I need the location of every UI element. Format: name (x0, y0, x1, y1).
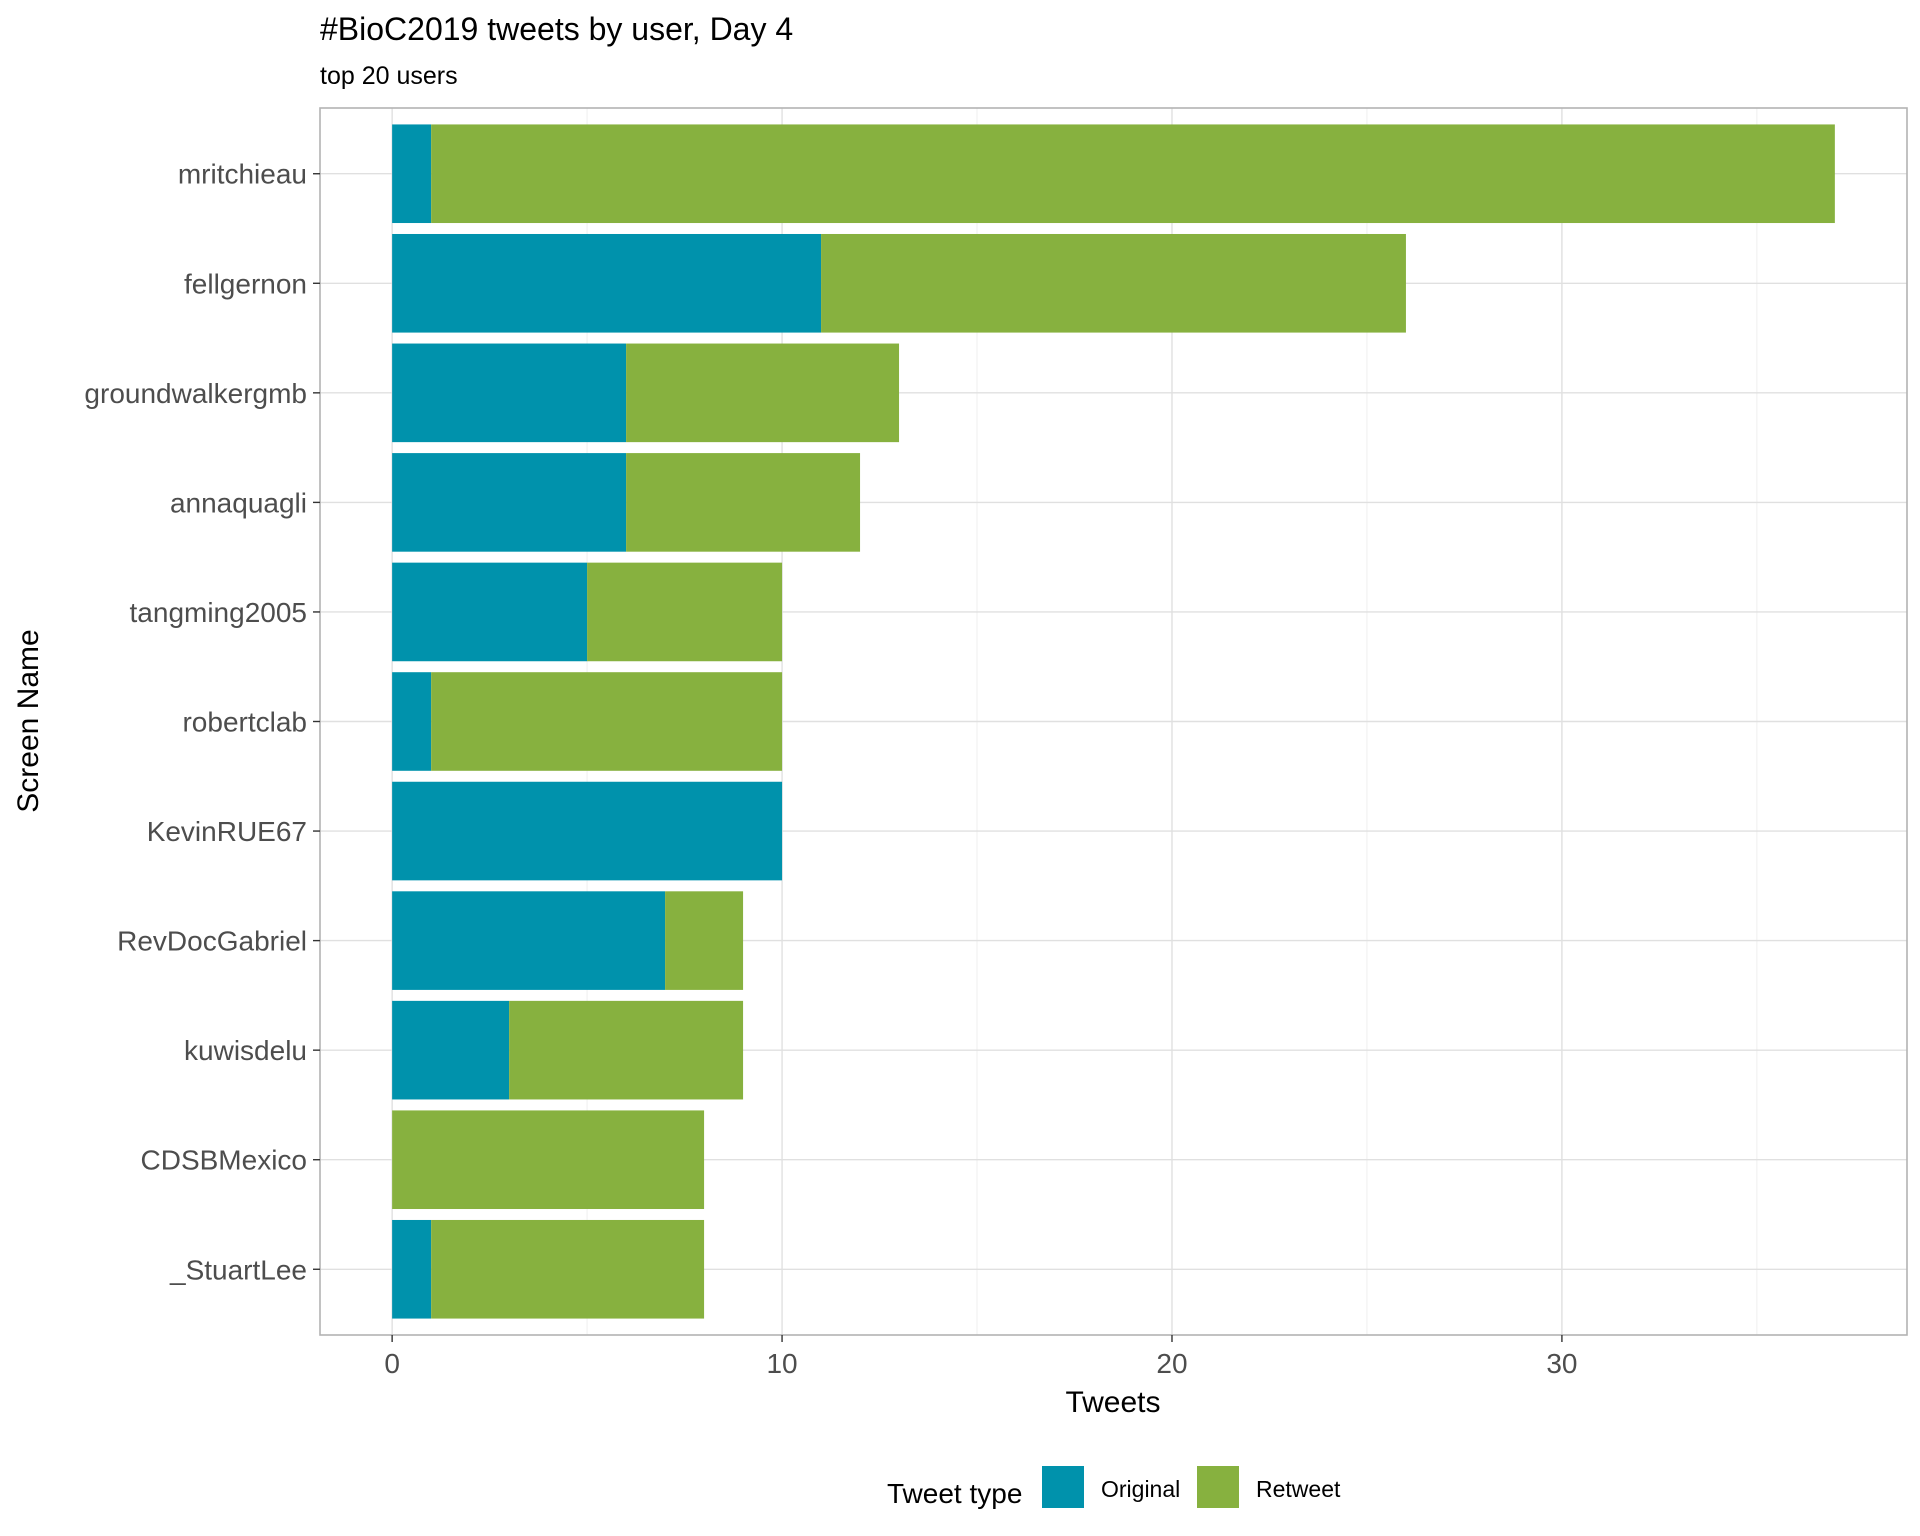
bar-original-mritchieau (392, 124, 432, 224)
y-tick-label: groundwalkergmb (84, 378, 307, 409)
bar-original-tangming2005 (392, 562, 588, 662)
x-tick-label: 0 (384, 1348, 400, 1379)
legend-label-retweet: Retweet (1256, 1476, 1341, 1502)
bar-original-kevinrue67 (392, 781, 783, 881)
bar-retweet-stuartlee (431, 1219, 705, 1319)
legend-label-original: Original (1101, 1476, 1180, 1502)
x-tick-label: 30 (1546, 1348, 1577, 1379)
bar-retweet-tangming2005 (587, 562, 783, 662)
bar-original-kuwisdelu (392, 1000, 510, 1100)
legend-swatch-retweet (1197, 1466, 1239, 1508)
legend-swatch-original (1042, 1466, 1084, 1508)
y-tick-label: CDSBMexico (141, 1145, 307, 1176)
bar-retweet-annaquagli (626, 453, 861, 552)
y-tick-label: _StuartLee (169, 1254, 307, 1285)
y-tick-label: RevDocGabriel (117, 926, 307, 957)
bar-original-fellgernon (392, 233, 822, 333)
bar-original-annaquagli (392, 453, 627, 552)
x-axis: 0 10 20 30 (384, 1335, 1577, 1379)
y-tick-label: kuwisdelu (184, 1035, 307, 1066)
legend: Tweet type Original Retweet (887, 1466, 1341, 1509)
bar-retweet-robertclab (431, 672, 783, 771)
bar-retweet-kuwisdelu (509, 1000, 744, 1100)
y-tick-label: annaquagli (170, 487, 307, 518)
y-tick-label: fellgernon (184, 268, 307, 299)
y-tick-label: robertclab (182, 707, 307, 738)
bar-original-groundwalkergmb (392, 343, 627, 443)
y-tick-label: mritchieau (178, 159, 307, 190)
x-tick-label: 10 (766, 1348, 797, 1379)
bar-original-robertclab (392, 672, 432, 771)
chart-subtitle: top 20 users (320, 62, 458, 90)
bar-retweet-mritchieau (431, 124, 1835, 224)
bars (392, 124, 1835, 1319)
x-tick-label: 20 (1156, 1348, 1187, 1379)
chart-title: #BioC2019 tweets by user, Day 4 (320, 11, 793, 47)
bar-retweet-fellgernon (821, 233, 1406, 333)
y-axis: mritchieau fellgernon groundwalkergmb annaq… (84, 159, 320, 1285)
legend-title: Tweet type (887, 1478, 1022, 1509)
y-axis-title: Screen Name (12, 629, 45, 812)
bar-original-stuartlee (392, 1219, 432, 1319)
bar-retweet-cdsbmexico (392, 1110, 705, 1210)
bar-retweet-revdocgabriel (665, 891, 744, 990)
bar-original-revdocgabriel (392, 891, 666, 990)
y-tick-label: tangming2005 (130, 597, 307, 628)
y-tick-label: KevinRUE67 (147, 816, 307, 847)
bar-retweet-groundwalkergmb (626, 343, 900, 443)
x-axis-title: Tweets (1065, 1386, 1160, 1419)
